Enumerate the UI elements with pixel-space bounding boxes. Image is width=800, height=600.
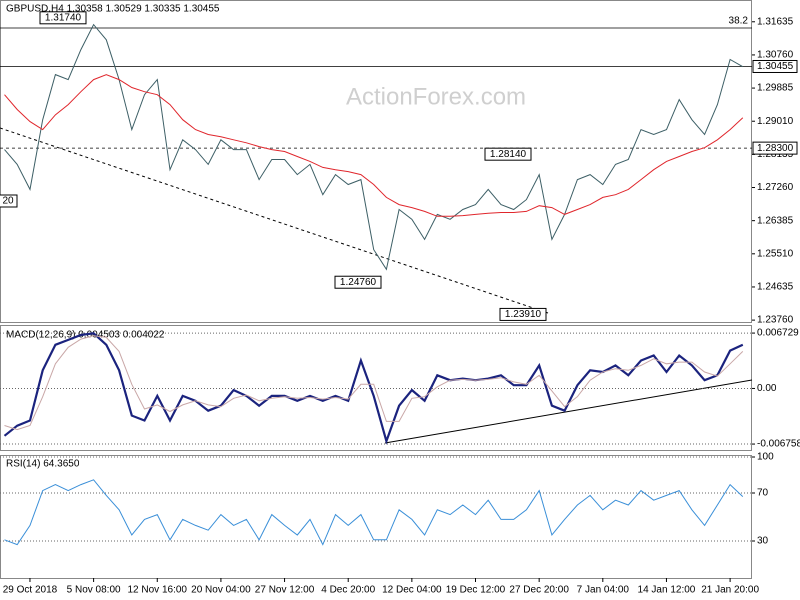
series-line	[4, 74, 744, 217]
price-label-box	[499, 307, 547, 321]
y-tick-label: 70	[757, 488, 769, 499]
y-tick-label: 1.27260	[757, 182, 794, 193]
watermark: ActionForex.com	[346, 83, 526, 110]
x-tick-label: 20 Nov 04:00	[191, 585, 251, 596]
level-label: 1.30455	[757, 61, 794, 72]
price-label-box	[484, 147, 532, 161]
x-tick-label: 12 Nov 16:00	[128, 585, 188, 596]
series-line	[4, 23, 744, 271]
chart-title: GBPUSD,H4 1.30358 1.30529 1.30335 1.3045…	[6, 4, 220, 15]
price-label: 1.31740	[45, 12, 82, 23]
price-panel	[0, 0, 752, 323]
price-label: 1.23910	[505, 309, 542, 320]
y-tick-label: 0.00	[757, 383, 777, 394]
series-line	[4, 479, 744, 546]
y-tick-label: 1.29010	[757, 116, 794, 127]
price-label: 20	[2, 196, 14, 207]
y-tick-label: 1.25510	[757, 248, 794, 259]
price-label: 1.24760	[340, 277, 377, 288]
y-tick-label: 1.23760	[757, 315, 794, 326]
series-line	[3, 332, 744, 445]
y-tick-label: 0.006729	[757, 328, 799, 339]
x-tick-label: 27 Nov 12:00	[255, 585, 315, 596]
series-line	[4, 335, 744, 431]
level-box	[752, 141, 798, 155]
x-tick-label: 14 Jan 12:00	[638, 585, 696, 596]
level-box	[752, 59, 798, 73]
rsi-panel	[0, 455, 752, 579]
x-tick-label: 7 Jan 04:00	[577, 585, 630, 596]
price-label-box	[0, 194, 18, 208]
trend-line	[0, 127, 549, 314]
y-tick-label: 1.29885	[757, 83, 794, 94]
x-tick-label: 21 Jan 20:00	[701, 585, 759, 596]
y-tick-label: 100	[757, 452, 774, 463]
x-tick-label: 29 Oct 2018	[3, 585, 58, 596]
y-tick-label: 1.31635	[757, 16, 794, 27]
x-tick-label: 12 Dec 04:00	[382, 585, 442, 596]
price-label: 1.28140	[490, 149, 527, 160]
x-tick-label: 27 Dec 20:00	[509, 585, 569, 596]
y-tick-label: 1.30760	[757, 50, 794, 61]
x-tick-label: 5 Nov 08:00	[67, 585, 121, 596]
y-tick-label: 1.26385	[757, 215, 794, 226]
y-tick-label: -0.006758	[757, 439, 800, 450]
x-tick-label: 19 Dec 12:00	[446, 585, 506, 596]
macd-trend-line	[384, 379, 753, 444]
y-tick-label: 1.24635	[757, 282, 794, 293]
fib-label: 38.2	[729, 16, 749, 27]
level-label: 1.28300	[757, 143, 794, 154]
y-tick-label: 30	[757, 536, 769, 547]
price-label-box	[334, 275, 382, 289]
price-label-box	[39, 11, 87, 25]
rsi-title: RSI(14) 64.3650	[6, 459, 80, 470]
x-tick-label: 4 Dec 20:00	[321, 585, 375, 596]
